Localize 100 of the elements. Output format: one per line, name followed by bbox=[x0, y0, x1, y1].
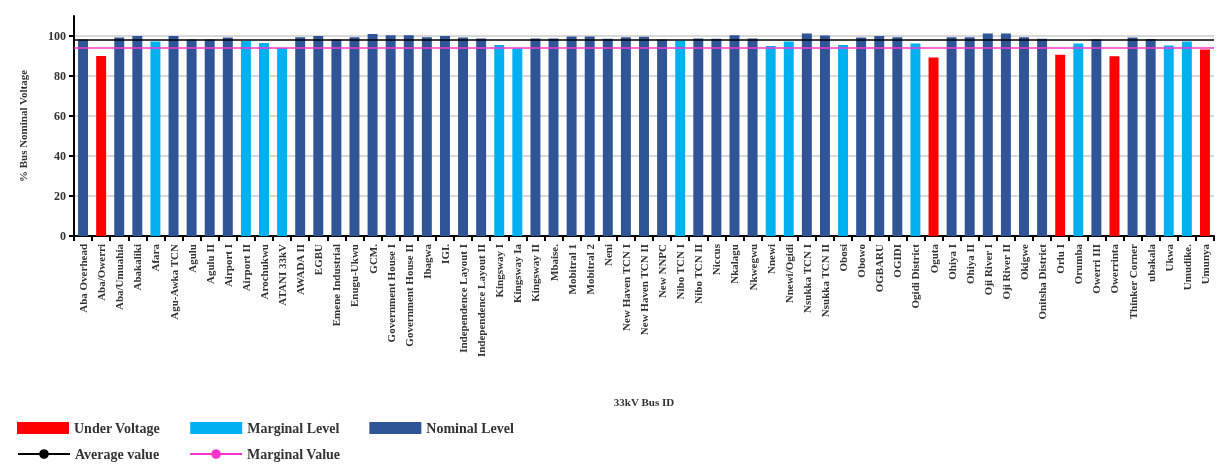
x-tick-label: Orlu I bbox=[1054, 244, 1067, 274]
bar bbox=[367, 34, 378, 236]
bar bbox=[1145, 39, 1156, 236]
bar bbox=[168, 36, 179, 236]
x-tick-label: Kingsway I bbox=[493, 244, 506, 298]
bar bbox=[313, 36, 324, 236]
legend-label: Marginal Value bbox=[247, 446, 341, 462]
x-tick-label: Nsukka TCN I bbox=[800, 244, 813, 313]
x-tick-label: Emene Industrial bbox=[330, 244, 343, 327]
x-tick-label: New Haven TCN I bbox=[619, 244, 632, 331]
bar bbox=[331, 39, 342, 236]
bar bbox=[946, 37, 957, 236]
bar bbox=[512, 48, 523, 236]
bar bbox=[403, 35, 414, 236]
x-tick-label: Agu-Awka TCN bbox=[167, 243, 180, 320]
bar bbox=[964, 37, 975, 236]
x-tick-label: Oji River II bbox=[999, 244, 1012, 300]
x-tick-label: Okigwe bbox=[1018, 243, 1030, 281]
bar bbox=[856, 37, 867, 236]
x-tick-label: Owerrinta bbox=[1108, 243, 1121, 294]
bar bbox=[801, 33, 812, 236]
bar bbox=[240, 41, 251, 236]
bar bbox=[295, 37, 306, 236]
bar bbox=[1199, 49, 1210, 236]
bar bbox=[1181, 41, 1192, 236]
x-tick-label: Oji River I bbox=[981, 244, 994, 296]
bar bbox=[1000, 33, 1011, 236]
bar bbox=[584, 36, 595, 236]
y-tick-label: 80 bbox=[54, 69, 66, 83]
bar bbox=[1127, 37, 1138, 236]
bar bbox=[530, 38, 541, 236]
x-tick-label: Nnewi/Ogidi bbox=[782, 244, 795, 304]
bar bbox=[874, 36, 885, 236]
bar bbox=[928, 57, 939, 236]
x-tick-label: Kingsway Ia bbox=[511, 243, 524, 303]
x-tick-label: GCM. bbox=[366, 243, 379, 274]
bar bbox=[657, 39, 668, 236]
x-tick-label: Nibo TCN II bbox=[692, 244, 705, 304]
bar bbox=[114, 37, 125, 236]
y-tick-label: 0 bbox=[60, 229, 66, 243]
x-tick-label: Agulu bbox=[185, 244, 198, 273]
legend-label: Nominal Level bbox=[426, 420, 514, 436]
y-tick-label: 40 bbox=[54, 149, 66, 163]
legend-label: Average value bbox=[75, 446, 160, 462]
x-axis-title: 33kV Bus ID bbox=[613, 395, 675, 408]
y-tick-label: 20 bbox=[54, 189, 66, 203]
x-tick-label: Ibagwa bbox=[420, 243, 433, 279]
x-tick-label: Owerri III bbox=[1090, 244, 1103, 294]
bar bbox=[602, 38, 613, 236]
y-tick-label: 100 bbox=[48, 29, 66, 43]
x-tick-label: Abakaliki bbox=[131, 244, 144, 291]
x-tick-label: Neni bbox=[601, 244, 614, 266]
x-tick-label: Ohiya II bbox=[963, 244, 976, 285]
bar bbox=[639, 36, 649, 236]
x-tick-label: New Haven TCN II bbox=[638, 244, 650, 336]
bar bbox=[783, 41, 794, 236]
bar bbox=[78, 39, 89, 236]
y-axis-title: % Bus Nominal Voltage bbox=[16, 69, 29, 183]
bar bbox=[711, 38, 722, 236]
bar bbox=[693, 38, 704, 236]
x-tick-label: Enugu-Ukwu bbox=[348, 244, 361, 307]
bar bbox=[494, 45, 505, 236]
bar bbox=[892, 37, 903, 236]
bar bbox=[204, 39, 215, 236]
x-tick-label: Kingsway II bbox=[529, 244, 542, 302]
x-tick-label: Ogidi District bbox=[909, 243, 922, 309]
x-tick-label: Oguta bbox=[927, 243, 940, 274]
x-tick-label: Agulu II bbox=[203, 244, 216, 285]
x-tick-label: ATANI 33kV bbox=[276, 243, 289, 306]
bar bbox=[439, 36, 450, 236]
x-tick-label: Afara bbox=[149, 243, 162, 272]
bar bbox=[620, 37, 631, 236]
x-tick-label: Government House I bbox=[384, 244, 397, 343]
x-tick-label: Mbaise. bbox=[547, 243, 560, 281]
bar bbox=[982, 33, 993, 236]
x-tick-label: Airport II bbox=[239, 244, 252, 292]
legend-label: Under Voltage bbox=[74, 420, 160, 436]
bar bbox=[747, 38, 758, 236]
bar bbox=[910, 43, 921, 236]
x-tick-label: Nibo TCN I bbox=[674, 244, 687, 300]
x-tick-label: ubakala bbox=[1144, 243, 1157, 282]
x-tick-label: Nkwegwu bbox=[746, 244, 759, 291]
x-tick-label: Independence Layout II bbox=[475, 244, 488, 358]
bar bbox=[132, 36, 143, 236]
bar bbox=[1037, 38, 1048, 236]
x-tick-label: Orumba bbox=[1072, 243, 1085, 285]
x-tick-label: Umudike. bbox=[1180, 243, 1193, 291]
bar bbox=[1091, 39, 1102, 236]
bar bbox=[1019, 37, 1029, 236]
x-tick-label: Umunya bbox=[1198, 243, 1211, 285]
x-tick-label: Airport I bbox=[221, 244, 234, 288]
bar bbox=[1055, 54, 1066, 236]
x-tick-label: Aba Overhead bbox=[77, 244, 90, 313]
x-tick-label: Mobitral 2 bbox=[583, 243, 596, 295]
x-tick-label: Nnewi bbox=[764, 244, 777, 274]
x-tick-label: Aba/Umuahia bbox=[113, 243, 126, 311]
x-tick-label: Independence Layout I bbox=[457, 244, 470, 353]
x-tick-label: Ukwa bbox=[1162, 243, 1175, 272]
bar bbox=[765, 46, 776, 236]
x-tick-label: Mobitral 1 bbox=[565, 244, 578, 295]
